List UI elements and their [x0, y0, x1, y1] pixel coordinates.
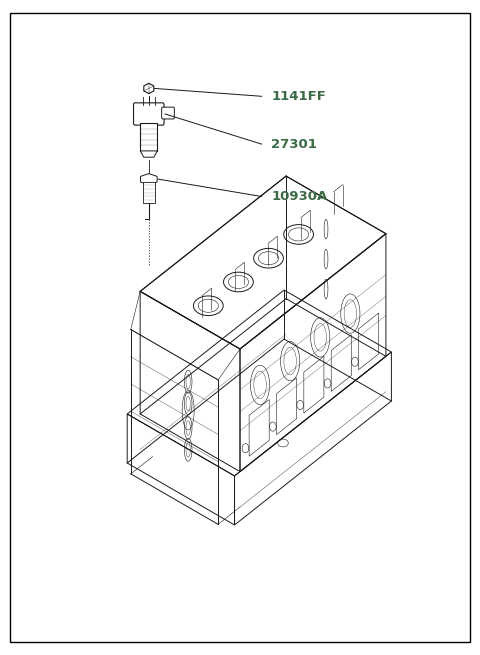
- Bar: [143, 182, 155, 203]
- Polygon shape: [140, 176, 386, 349]
- FancyBboxPatch shape: [133, 103, 164, 125]
- Polygon shape: [131, 329, 218, 524]
- Polygon shape: [235, 352, 391, 525]
- Polygon shape: [127, 414, 235, 525]
- Polygon shape: [141, 174, 157, 185]
- Polygon shape: [127, 290, 391, 476]
- Text: 27301: 27301: [271, 138, 317, 151]
- Text: 10930A: 10930A: [271, 190, 327, 203]
- Polygon shape: [240, 234, 386, 472]
- Polygon shape: [144, 83, 154, 94]
- Polygon shape: [140, 291, 240, 472]
- FancyBboxPatch shape: [162, 107, 174, 119]
- Polygon shape: [140, 151, 157, 157]
- Text: 1141FF: 1141FF: [271, 90, 326, 103]
- Bar: [140, 123, 157, 151]
